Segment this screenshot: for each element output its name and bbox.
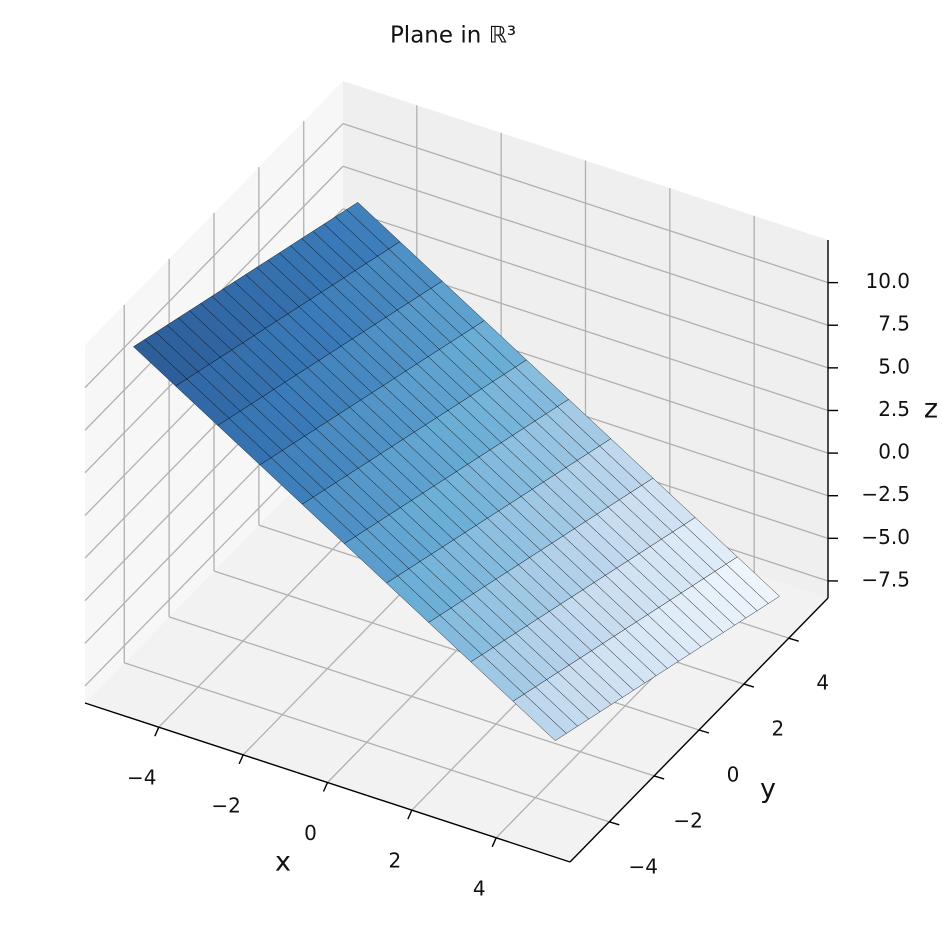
y-axis-label: y <box>760 774 776 805</box>
x-tick <box>154 726 160 737</box>
grid-line <box>213 570 700 731</box>
y-tick-label: −4 <box>629 854 658 878</box>
x-tick-label: −2 <box>211 793 240 817</box>
y-tick <box>609 821 620 826</box>
y-tick-label: 4 <box>816 671 829 695</box>
z-tick-label: −5.0 <box>861 525 910 549</box>
z-tick-label: 7.5 <box>878 312 910 336</box>
y-tick-label: 0 <box>727 763 740 787</box>
x-tick <box>491 837 497 848</box>
surface-face <box>725 556 780 604</box>
z-tick-label: 10.0 <box>865 269 910 293</box>
y-tick <box>653 775 665 780</box>
z-tick-label: −7.5 <box>861 567 910 591</box>
y-tick-label: −2 <box>673 808 702 832</box>
grid-line <box>168 616 655 777</box>
y-tick-label: 2 <box>772 717 785 741</box>
x-tick <box>322 782 329 792</box>
z-tick-label: 5.0 <box>878 354 910 378</box>
grid-line <box>342 165 829 326</box>
grid-line <box>124 662 610 823</box>
y-tick <box>698 729 710 734</box>
chart-title: Plane in ℝ³ <box>390 23 516 49</box>
z-axis-label: z <box>924 394 938 425</box>
x-axis-label: x <box>275 847 291 878</box>
x-tick <box>407 809 413 820</box>
z-tick-label: −2.5 <box>861 482 910 506</box>
grid-line <box>84 123 344 389</box>
x-tick <box>238 754 244 765</box>
y-tick <box>743 683 755 688</box>
x-tick-label: 2 <box>388 849 401 873</box>
x-tick-label: 4 <box>473 876 486 900</box>
x-tick-label: 0 <box>304 821 317 845</box>
x-tick-label: −4 <box>127 766 156 790</box>
grid-line <box>342 123 829 284</box>
y-tick <box>788 637 799 642</box>
z-tick-label: 0.0 <box>878 440 910 464</box>
z-tick-label: 2.5 <box>878 397 910 421</box>
grid-line <box>342 208 829 369</box>
